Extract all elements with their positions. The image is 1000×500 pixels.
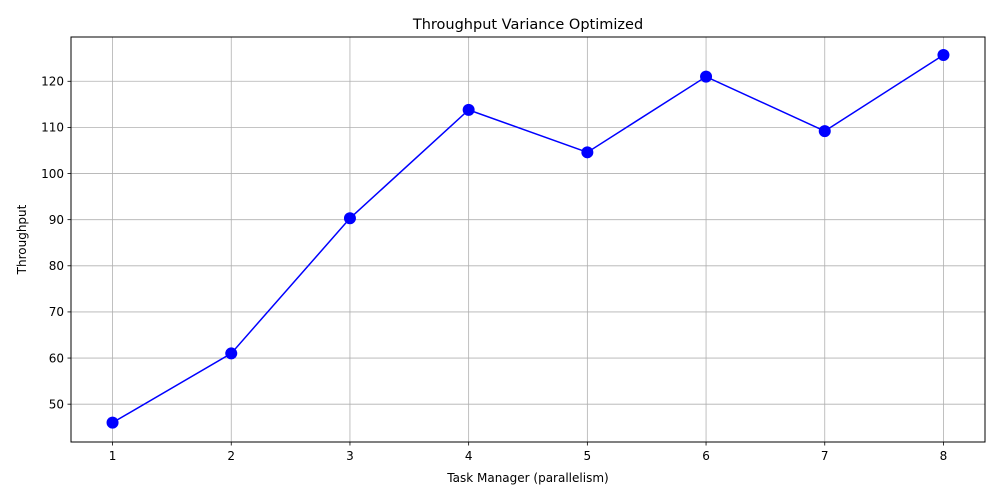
x-tick-label: 6 [702, 449, 710, 463]
x-tick-label: 1 [109, 449, 117, 463]
x-tick-label: 4 [465, 449, 473, 463]
y-tick-label: 120 [41, 75, 64, 89]
y-tick-label: 70 [49, 305, 64, 319]
x-tick-label: 5 [584, 449, 592, 463]
y-tick-label: 80 [49, 259, 64, 273]
chart-title: Throughput Variance Optimized [412, 17, 643, 33]
x-axis-title: Task Manager (parallelism) [446, 471, 608, 485]
data-point [581, 146, 594, 159]
series-line [112, 54, 944, 424]
data-point [818, 125, 831, 138]
data-point [937, 48, 950, 61]
data-point [700, 70, 713, 83]
x-tick-label: 2 [227, 449, 235, 463]
tick-layer: 1 2 3 4 5 6 7 8 50 60 70 80 90 100 110 120 [41, 75, 947, 463]
y-axis-title: Throughput [15, 204, 29, 275]
x-tick-label: 3 [346, 449, 354, 463]
y-tick-label: 90 [49, 213, 64, 227]
x-tick-label: 8 [940, 449, 948, 463]
data-point [225, 347, 238, 360]
data-point [462, 103, 475, 116]
y-tick-label: 110 [41, 121, 64, 135]
y-tick-label: 60 [49, 351, 64, 365]
x-tick-label: 7 [821, 449, 829, 463]
grid [71, 37, 985, 442]
data-point [343, 212, 356, 225]
y-tick-label: 100 [41, 167, 64, 181]
y-tick-label: 50 [49, 397, 64, 411]
plot-frame [70, 36, 986, 443]
data-point [106, 416, 119, 429]
series-layer [106, 48, 950, 429]
